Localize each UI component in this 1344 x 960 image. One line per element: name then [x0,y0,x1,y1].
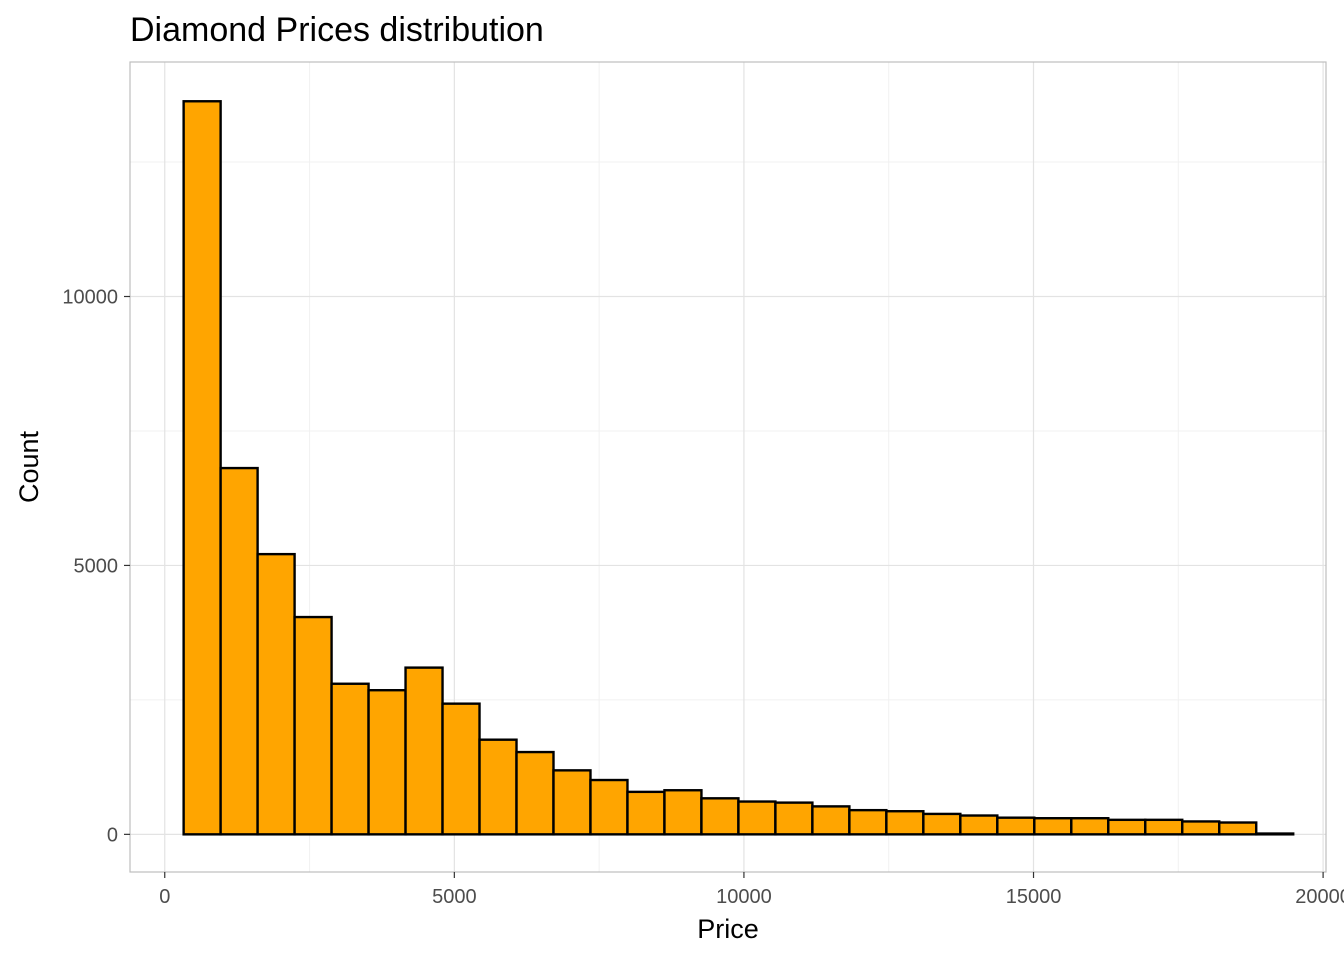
histogram-bar [1144,818,1184,836]
histogram-bar [885,810,925,836]
histogram-bar [700,797,740,836]
x-tick-label: 10000 [716,886,772,908]
x-tick-label: 0 [159,886,170,908]
histogram-bar [1255,832,1295,836]
x-tick-label: 15000 [1006,886,1062,908]
histogram-bar [811,805,851,836]
y-axis-ticks: 0 5000 10000 [62,287,130,846]
histogram-bar [1033,817,1073,836]
x-tick-label: 5000 [432,886,477,908]
histogram-bar [1218,821,1258,836]
histogram-bar [441,702,481,836]
y-axis-title: Count [14,430,44,503]
histogram-bar [663,789,703,836]
histogram-bar [1070,817,1110,836]
y-tick-label: 5000 [74,555,119,577]
histogram-bar [737,800,777,836]
histogram-bar [478,738,518,836]
histogram-bar [552,769,592,836]
histogram-bar [404,666,444,836]
chart-title: Diamond Prices distribution [130,11,544,49]
y-tick-label: 0 [107,824,118,846]
histogram-bar [293,615,333,836]
histogram-bar [996,816,1036,836]
histogram-bar [515,750,555,836]
histogram-bar [1181,820,1221,836]
histogram-bar [219,466,259,836]
histogram-bar [367,689,407,836]
histogram-bar [256,552,296,836]
histogram-bar [774,801,814,836]
histogram-bar [1107,818,1147,836]
histogram-bar [922,812,962,836]
y-tick-label: 10000 [62,287,118,309]
histogram-bar [589,778,629,836]
panel-border [129,61,1327,873]
histogram-bars [182,100,1295,836]
histogram-bar [626,790,666,836]
histogram-bar [848,808,888,836]
histogram-bar [182,100,222,836]
x-axis-title: Price [697,914,759,944]
histogram-bar [959,814,999,836]
histogram-bar [330,682,370,836]
